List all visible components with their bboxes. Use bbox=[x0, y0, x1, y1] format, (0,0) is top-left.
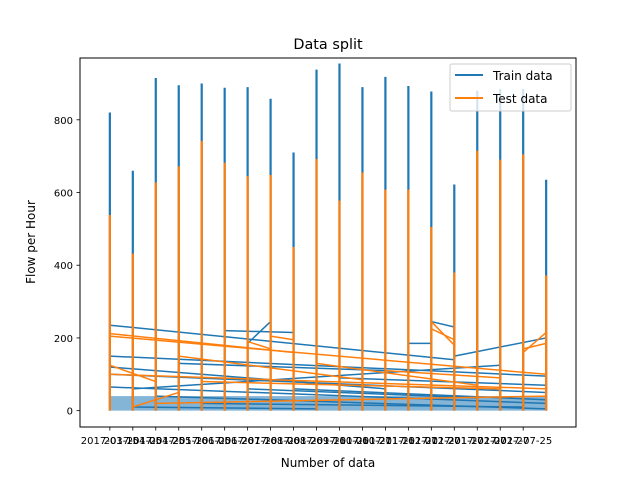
x-tick-label: 2017-11-16 bbox=[356, 436, 414, 447]
series-train-segment bbox=[247, 321, 272, 344]
series-test-segment bbox=[385, 369, 501, 379]
y-tick-label: 800 bbox=[54, 116, 73, 127]
plot-area bbox=[108, 63, 548, 411]
x-tick-label: 2017-07-25 bbox=[494, 436, 552, 447]
series-train-segment bbox=[293, 388, 547, 401]
y-tick-label: 0 bbox=[67, 407, 73, 418]
y-axis: 0 200 400 600 800 bbox=[54, 116, 80, 418]
x-tick-label: 2017-05-16 bbox=[150, 436, 208, 447]
axes-frame bbox=[79, 57, 577, 428]
series-train-segment bbox=[178, 362, 386, 372]
legend-label-test: Test data bbox=[492, 92, 547, 106]
x-tick-label: 2017-08-06 bbox=[242, 436, 300, 447]
series-train-segment bbox=[109, 386, 547, 405]
x-tick-label: 2017-07-16 bbox=[219, 436, 277, 447]
x-tick-label: 2017-02-27 bbox=[471, 436, 529, 447]
series-train-segment bbox=[109, 355, 547, 377]
x-tick-label: 2017-04-25 bbox=[127, 436, 185, 447]
series-test-segment bbox=[430, 321, 455, 346]
y-tick-label: 200 bbox=[54, 334, 73, 345]
series-test-segment bbox=[109, 335, 547, 376]
x-tick-label: 2017-10-06 bbox=[310, 436, 368, 447]
x-tick-label: 2017-09-16 bbox=[287, 436, 345, 447]
x-tick-label: 2017-06-05 bbox=[173, 436, 231, 447]
series-test-segment bbox=[431, 328, 455, 341]
legend-label-train: Train data bbox=[492, 69, 553, 83]
series-train-baseline-band bbox=[109, 396, 133, 411]
x-tick-label: 2017-04-05 bbox=[104, 436, 162, 447]
x-tick-label: 2017-10-27 bbox=[333, 436, 391, 447]
series-group bbox=[108, 63, 548, 411]
series-test-segment bbox=[201, 380, 501, 390]
series-train-segment bbox=[109, 324, 455, 361]
x-tick-label: 2017-06-26 bbox=[196, 436, 254, 447]
y-axis-label: Flow per Hour bbox=[24, 200, 38, 284]
x-tick-label: 2017-08-26 bbox=[264, 436, 322, 447]
series-test-segment bbox=[155, 395, 547, 405]
series-test bbox=[108, 140, 548, 411]
y-tick-label: 600 bbox=[54, 189, 73, 200]
series-train-baseline-band bbox=[408, 396, 432, 411]
series-test-segment bbox=[522, 331, 547, 354]
x-tick-label: 2017-12-27 bbox=[402, 436, 460, 447]
x-tick-label: 2017-12-07 bbox=[379, 436, 437, 447]
x-axis-label: Number of data bbox=[281, 456, 375, 470]
series-test-segment bbox=[316, 362, 478, 386]
series-test-segment bbox=[109, 373, 547, 390]
x-tick-label: 2017-02-07 bbox=[448, 436, 506, 447]
series-train-segment bbox=[431, 320, 455, 328]
series-test-segment bbox=[247, 340, 271, 350]
series-train-segment bbox=[339, 377, 547, 386]
series-test-segment bbox=[270, 335, 294, 341]
x-axis: 2017-03-152017-04-052017-04-252017-05-16… bbox=[81, 427, 552, 447]
x-tick-label: 2017-03-15 bbox=[81, 436, 139, 447]
x-tick-label: 2017-01-17 bbox=[425, 436, 483, 447]
y-tick-label: 400 bbox=[54, 261, 73, 272]
series-test-segment bbox=[523, 342, 547, 350]
legend: Train data Test data bbox=[449, 63, 572, 112]
series-train-baseline-band bbox=[316, 396, 340, 411]
chart-title: Data split bbox=[293, 37, 363, 53]
